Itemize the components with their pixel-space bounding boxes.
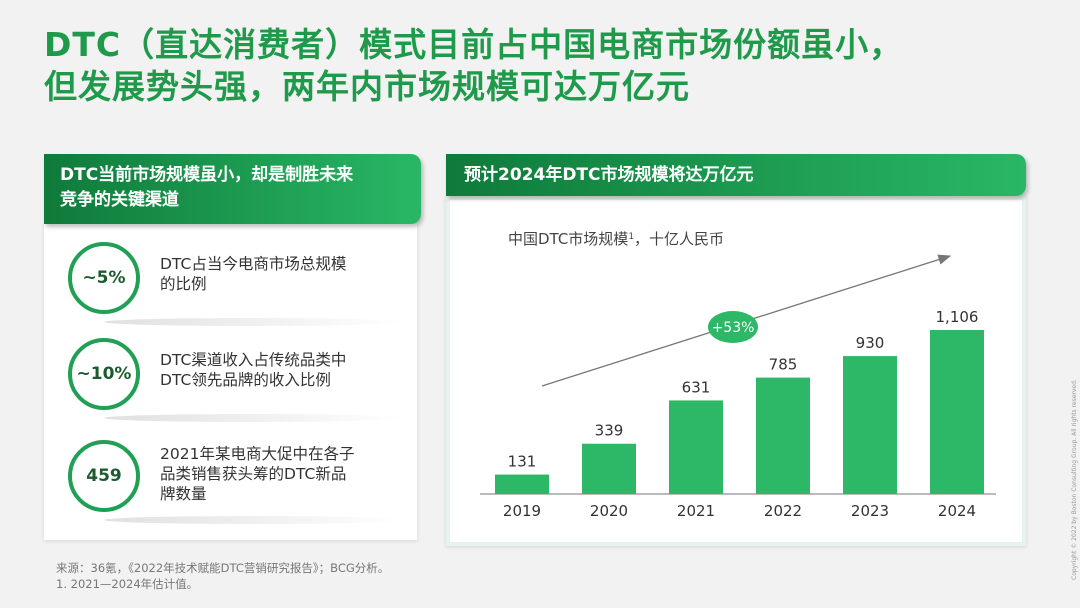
stat-card-revenue: ~10% DTC渠道收入占传统品类中 DTC领先品牌的收入比例 — [68, 338, 413, 422]
x-tick-label: 2021 — [677, 502, 715, 520]
bar-2020 — [582, 443, 636, 494]
stat-card-share: ~5% DTC占当今电商市场总规模 的比例 — [68, 242, 413, 326]
bar-2021 — [669, 400, 723, 494]
slide-title: DTC（直达消费者）模式目前占中国电商市场份额虽小， 但发展势头强，两年内市场规… — [44, 24, 1034, 108]
stat-description-line: 的比例 — [160, 275, 207, 293]
estimate-note: 1. 2021—2024年估计值。 — [56, 577, 199, 591]
stat-description: DTC渠道收入占传统品类中 DTC领先品牌的收入比例 — [160, 350, 400, 390]
bar-2024 — [930, 330, 984, 494]
x-tick-label: 2023 — [851, 502, 889, 520]
source-note: 来源：36氪，《2022年技术赋能DTC营销研究报告》；BCG分析。 — [56, 561, 390, 575]
stat-description-line: DTC领先品牌的收入比例 — [160, 371, 331, 389]
chart-panel: 中国DTC市场规模1，十亿人民币 +53% 131 2019 339 2020 631 2… — [446, 196, 1026, 546]
stat-shadow — [104, 318, 404, 326]
growth-label: +53% — [712, 320, 755, 336]
stat-description-line: DTC渠道收入占传统品类中 — [160, 351, 347, 369]
stat-value-circle: 459 — [68, 440, 140, 512]
bar-value-label: 631 — [682, 378, 711, 396]
bar-value-label: 131 — [508, 453, 537, 471]
stat-card-brands: 459 2021年某电商大促中在各子 品类销售获头筹的DTC新品 牌数量 — [68, 440, 413, 524]
slide-title-line2: 但发展势头强，两年内市场规模可达万亿元 — [44, 67, 690, 106]
right-banner: 预计2024年DTC市场规模将达万亿元 — [446, 154, 1026, 196]
bar-chart: 中国DTC市场规模1，十亿人民币 +53% 131 2019 339 2020 631 2… — [480, 230, 996, 520]
growth-badge — [708, 311, 758, 343]
footnotes: 来源：36氪，《2022年技术赋能DTC营销研究报告》；BCG分析。 1. 20… — [56, 560, 389, 592]
chart-title-main: 中国DTC市场规模 — [508, 230, 628, 248]
stat-description-line: 品类销售获头筹的DTC新品 — [160, 465, 347, 483]
x-tick-label: 2019 — [503, 502, 541, 520]
chart-title-unit: ，十亿人民币 — [634, 230, 724, 248]
chart-title: 中国DTC市场规模1，十亿人民币 — [508, 230, 724, 248]
left-banner: DTC当前市场规模虽小，却是制胜未来 竞争的关键渠道 — [44, 154, 421, 224]
bar-value-label: 785 — [769, 356, 798, 374]
stat-description: 2021年某电商大促中在各子 品类销售获头筹的DTC新品 牌数量 — [160, 444, 400, 504]
stat-shadow — [104, 414, 404, 422]
left-banner-line1: DTC当前市场规模虽小，却是制胜未来 — [60, 165, 354, 185]
stat-value-circle: ~5% — [68, 242, 140, 314]
bar-series: 131 2019 339 2020 631 2021 785 2022 930 2023 1,106… — [495, 308, 984, 520]
stat-description-line: DTC占当今电商市场总规模 — [160, 255, 347, 273]
x-tick-label: 2024 — [938, 502, 976, 520]
stat-description-line: 牌数量 — [160, 485, 207, 503]
stat-description-line: 2021年某电商大促中在各子 — [160, 445, 355, 463]
bar-2023 — [843, 356, 897, 494]
bar-value-label: 1,106 — [936, 308, 979, 326]
stat-value-circle: ~10% — [68, 338, 140, 410]
slide-title-line1: DTC（直达消费者）模式目前占中国电商市场份额虽小， — [44, 25, 904, 64]
left-banner-line2: 竞争的关键渠道 — [60, 190, 179, 210]
stat-description: DTC占当今电商市场总规模 的比例 — [160, 254, 400, 294]
chart-title-footnote-mark: 1 — [628, 232, 634, 242]
bar-2019 — [495, 474, 549, 494]
x-tick-label: 2020 — [590, 502, 628, 520]
x-tick-label: 2022 — [764, 502, 802, 520]
left-panel: ~5% DTC占当今电商市场总规模 的比例 ~10% DTC渠道收入占传统品类中… — [44, 224, 417, 540]
bar-value-label: 930 — [856, 334, 885, 352]
bar-value-label: 339 — [595, 422, 624, 440]
copyright-notice: Copyright © 2022 by Boston Consulting Gr… — [1071, 379, 1078, 580]
stat-shadow — [104, 516, 404, 524]
bar-2022 — [756, 377, 810, 494]
